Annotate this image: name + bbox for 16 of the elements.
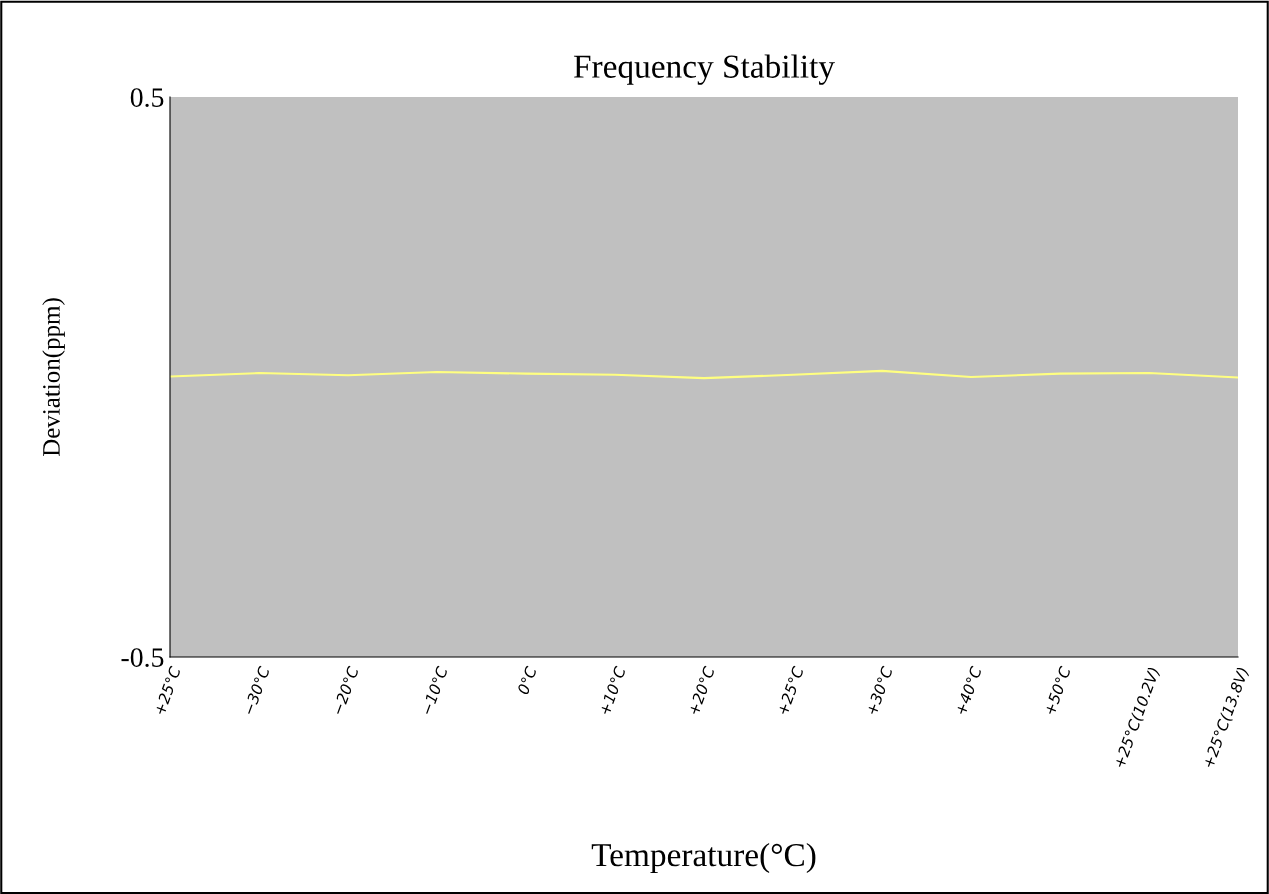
line-series (170, 369, 1238, 380)
x-tick-label: −10°C (420, 665, 449, 716)
x-tick-label: −30°C (242, 665, 271, 716)
x-tick-label: +50°C (1043, 665, 1072, 716)
y-tick-label: 0.5 (130, 88, 164, 108)
x-tick-label: +20°C (687, 665, 716, 716)
x-tick-label: +30°C (865, 665, 894, 716)
chart-title: Frequency Stability (573, 54, 835, 85)
y-axis-title: Deviation(ppm) (42, 298, 65, 457)
x-axis-title: Temperature(°C) (591, 842, 816, 874)
x-tick-label: +40°C (954, 665, 983, 716)
x-tick-label: −20°C (331, 665, 360, 716)
x-tick-label: +10°C (598, 665, 627, 716)
x-tick-label: +25°C (776, 665, 805, 716)
y-tick-label: -0.5 (121, 648, 164, 668)
x-tick-label: 0°C (516, 665, 538, 695)
